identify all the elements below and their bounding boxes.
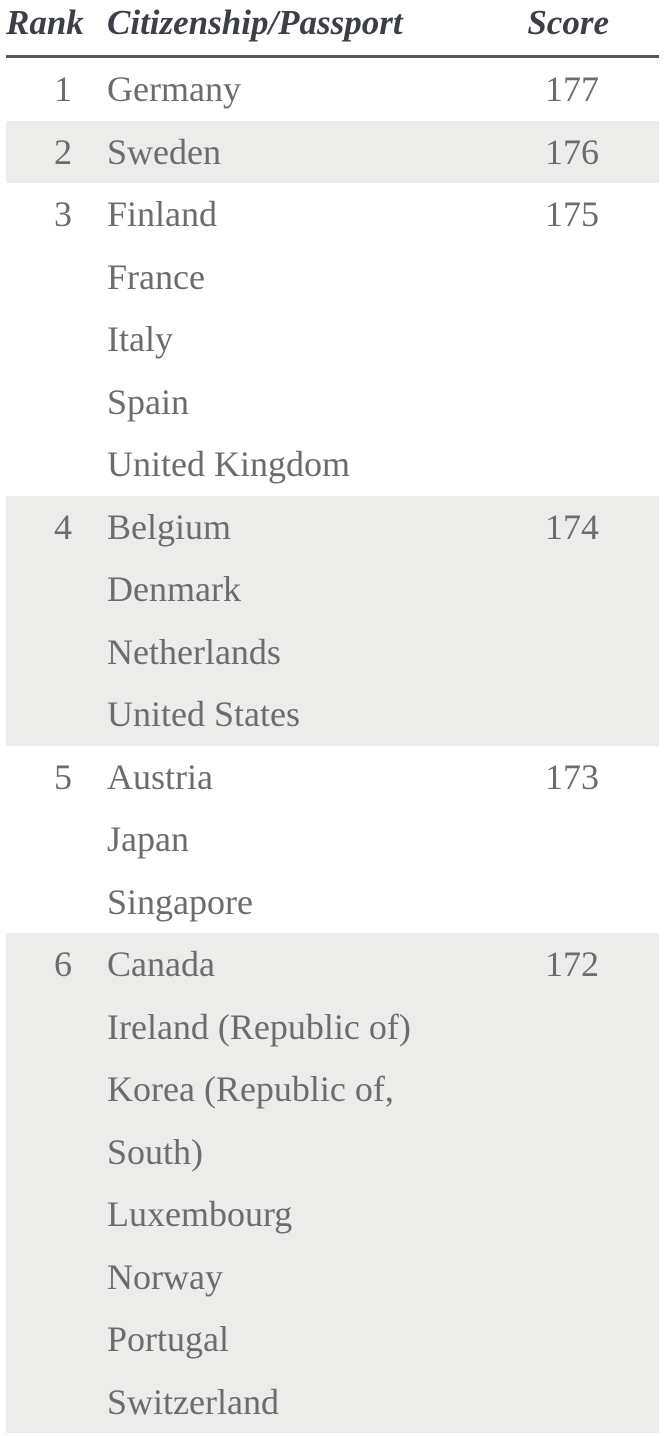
- header-row: Rank Citizenship/Passport Score: [6, 0, 659, 58]
- table-row: 1 Germany 177: [6, 57, 659, 121]
- citizenship-cell: Sweden: [107, 121, 437, 184]
- country-name: Luxembourg: [107, 1194, 293, 1234]
- table-row: 5 Austria Japan Singapore 173: [6, 746, 659, 934]
- citizenship-cell: Canada Ireland (Republic of) Korea (Republ…: [107, 933, 437, 1433]
- score-cell: 175: [545, 194, 599, 234]
- table-row: 2 Sweden 176: [6, 120, 659, 184]
- country-name: Norway: [107, 1256, 223, 1297]
- rank-cell: 5: [54, 756, 72, 797]
- score-cell: 172: [545, 944, 599, 984]
- country-name: Germany: [107, 69, 241, 109]
- country-name: Portugal: [107, 1319, 229, 1359]
- country-name: Japan: [107, 819, 189, 859]
- passport-rank-table: Rank Citizenship/Passport Score 1 German…: [6, 0, 659, 1433]
- table-row: 6 Canada Ireland (Republic of) Korea (Repu…: [6, 933, 659, 1433]
- score-cell: 176: [545, 131, 599, 172]
- rank-cell: 4: [54, 506, 72, 547]
- table-row: 4 Belgium Denmark Netherlands United States…: [6, 495, 659, 746]
- country-name: Spain: [107, 381, 190, 422]
- country-name: Belgium: [107, 506, 231, 547]
- rank-cell: 3: [54, 194, 72, 234]
- country-name: Singapore: [107, 881, 253, 922]
- country-name: United Kingdom: [107, 444, 350, 484]
- column-header-citizenship: Citizenship/Passport: [107, 0, 437, 58]
- country-name: United States: [107, 694, 300, 734]
- country-name: Netherlands: [107, 631, 281, 672]
- country-name: Italy: [107, 319, 173, 359]
- citizenship-cell: Austria Japan Singapore: [107, 746, 437, 934]
- country-name: France: [107, 256, 205, 297]
- citizenship-cell: Finland France Italy Spain United Kingdom: [107, 183, 437, 496]
- column-header-score: Score: [437, 0, 659, 58]
- score-cell: 173: [545, 756, 599, 797]
- country-name: Austria: [107, 756, 213, 797]
- country-name: Ireland (Republic of): [107, 1006, 411, 1047]
- country-name: Finland: [107, 194, 218, 234]
- country-name: Sweden: [107, 131, 221, 172]
- score-cell: 177: [545, 69, 599, 109]
- country-name: Canada: [107, 944, 215, 984]
- country-name: Denmark: [107, 569, 241, 609]
- score-cell: 174: [545, 506, 599, 547]
- rank-cell: 6: [54, 944, 72, 984]
- country-name: Switzerland: [107, 1381, 279, 1422]
- citizenship-cell: Belgium Denmark Netherlands United States: [107, 496, 437, 746]
- citizenship-cell: Germany: [107, 57, 437, 121]
- country-name: Korea (Republic of, South): [107, 1069, 394, 1172]
- rank-cell: 1: [54, 69, 72, 109]
- column-header-rank: Rank: [6, 0, 107, 58]
- table-row: 3 Finland France Italy Spain United Kingdom …: [6, 183, 659, 496]
- rank-cell: 2: [54, 131, 72, 172]
